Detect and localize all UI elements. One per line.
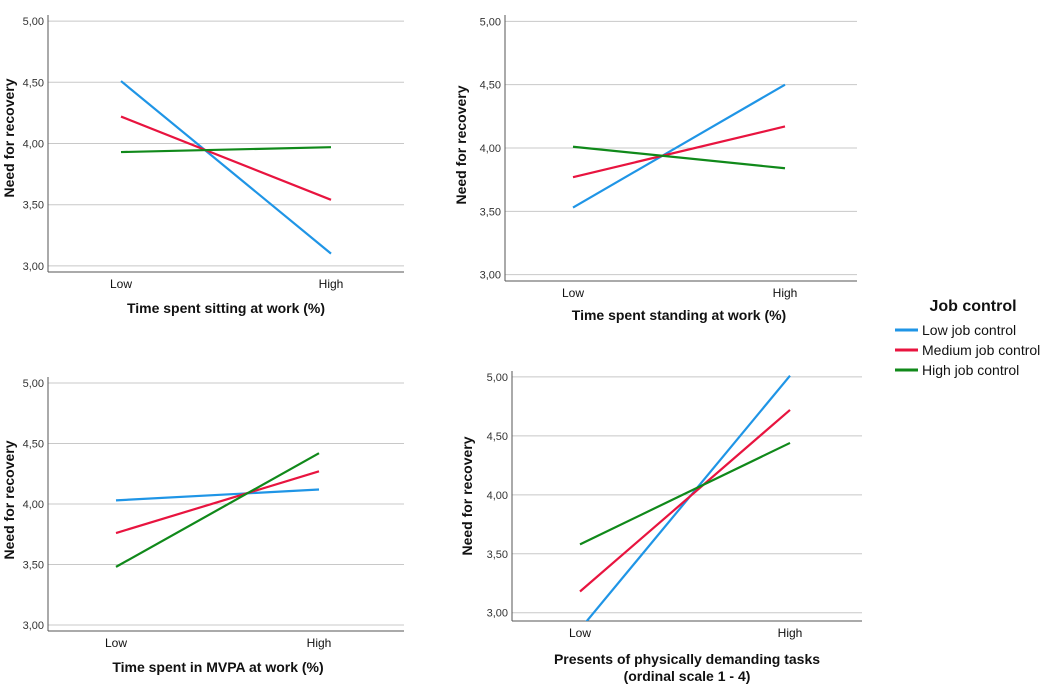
legend-label-medium: Medium job control [922, 342, 1040, 358]
y-tick-label: 5,00 [23, 16, 44, 28]
series-line-low [572, 83, 786, 209]
x-tick-label-low: Low [562, 286, 584, 300]
x-tick-label-low: Low [105, 636, 127, 650]
x-axis-label-line2: (ordinal scale 1 - 4) [624, 668, 751, 684]
x-tick-label-low: Low [569, 626, 591, 640]
x-tick-label-high: High [773, 286, 798, 300]
x-tick-label-high: High [319, 277, 344, 291]
y-axis-label: Need for recovery [1, 440, 17, 559]
y-tick-label: 4,00 [23, 139, 44, 151]
y-tick-label: 3,50 [23, 559, 44, 571]
x-tick-label-low: Low [110, 277, 132, 291]
series-line-high [572, 145, 786, 170]
y-tick-label: 4,00 [480, 143, 501, 155]
legend-title: Job control [929, 298, 1016, 315]
panel-sitting: Need for recovery Time spent sitting at … [1, 15, 404, 316]
y-tick-label: 3,50 [480, 206, 501, 218]
y-tick-label: 4,00 [487, 490, 508, 502]
series-line-high [120, 146, 332, 154]
y-tick-label: 4,50 [487, 431, 508, 443]
series-line-medium [115, 470, 320, 535]
y-axis-label: Need for recovery [1, 78, 17, 197]
series-line-high [579, 441, 791, 546]
legend-label-low: Low job control [922, 322, 1016, 338]
series-line-medium [579, 409, 791, 593]
x-axis-label: Time spent in MVPA at work (%) [112, 659, 323, 675]
y-tick-label: 5,00 [480, 16, 501, 28]
y-tick-label: 3,00 [23, 261, 44, 273]
panel-standing: Need for recovery Time spent standing at… [453, 15, 857, 323]
y-axis-label: Need for recovery [459, 436, 475, 555]
y-tick-label: 4,00 [23, 499, 44, 511]
series-line-medium [120, 115, 332, 201]
series-line-high [115, 452, 320, 568]
series-line-low [120, 80, 332, 255]
y-tick-label: 3,50 [23, 200, 44, 212]
y-tick-label: 4,50 [23, 439, 44, 451]
series-line-medium [572, 125, 786, 179]
y-tick-label: 5,00 [23, 378, 44, 390]
x-tick-label-high: High [307, 636, 332, 650]
x-axis-label: Time spent sitting at work (%) [127, 300, 325, 316]
y-tick-label: 3,50 [487, 549, 508, 561]
y-axis-label: Need for recovery [453, 85, 469, 204]
y-tick-label: 4,50 [23, 77, 44, 89]
panel-demanding-tasks: Need for recovery Presents of physically… [459, 371, 862, 684]
series-line-low [115, 488, 320, 502]
y-tick-label: 3,00 [480, 270, 501, 282]
x-axis-label: Presents of physically demanding tasks [554, 651, 820, 667]
panel-mvpa: Need for recovery Time spent in MVPA at … [1, 377, 404, 675]
x-tick-label-high: High [778, 626, 803, 640]
legend: Job control Low job control Medium job c… [895, 298, 1040, 378]
y-tick-label: 4,50 [480, 80, 501, 92]
y-tick-label: 5,00 [487, 372, 508, 384]
y-tick-label: 3,00 [23, 620, 44, 632]
series-line-low [585, 375, 791, 621]
legend-label-high: High job control [922, 362, 1019, 378]
x-axis-label: Time spent standing at work (%) [572, 307, 786, 323]
y-tick-label: 3,00 [487, 608, 508, 620]
